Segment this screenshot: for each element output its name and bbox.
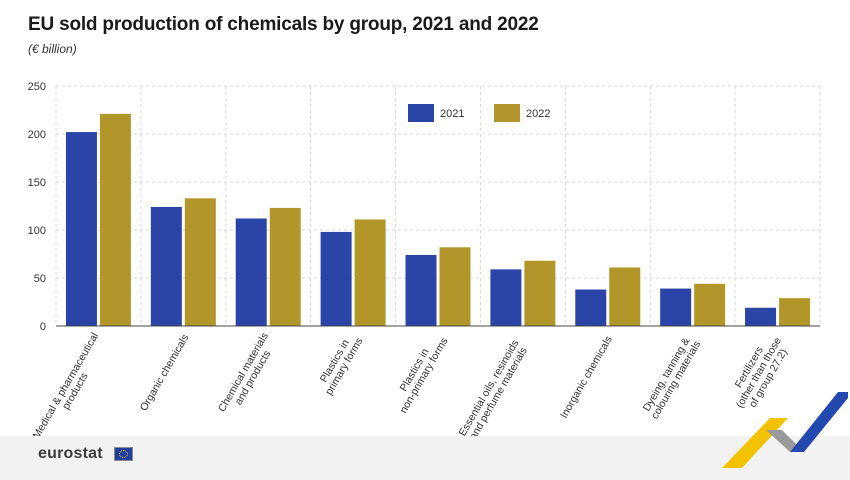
bar-2022-8 <box>779 298 811 326</box>
bar-2022-2 <box>269 207 301 326</box>
bar-2021-8 <box>745 307 777 326</box>
eu-flag-icon <box>114 447 133 461</box>
y-tick-label: 0 <box>40 321 46 333</box>
legend-label-2022: 2022 <box>526 108 550 120</box>
bar-2022-7 <box>694 283 726 326</box>
bar-2021-2 <box>235 218 267 326</box>
legend-swatch-2021 <box>408 104 434 122</box>
y-tick-label: 250 <box>28 81 46 93</box>
bar-2021-6 <box>575 289 607 326</box>
footer-band <box>0 436 850 480</box>
y-tick-label: 100 <box>28 225 46 237</box>
bar-2022-0 <box>99 113 131 326</box>
bar-2021-4 <box>405 254 437 326</box>
bar-2022-3 <box>354 219 386 326</box>
bar-2021-5 <box>490 269 522 326</box>
chart-title: EU sold production of chemicals by group… <box>28 14 539 35</box>
y-tick-label: 200 <box>28 129 46 141</box>
bar-2022-6 <box>609 267 641 326</box>
chart-subtitle: (€ billion) <box>28 42 77 56</box>
bar-2021-1 <box>150 206 182 326</box>
bar-2022-1 <box>184 198 216 326</box>
legend-swatch-2022 <box>494 104 520 122</box>
bar-2022-5 <box>524 260 556 326</box>
bar-2022-4 <box>439 247 471 326</box>
legend-label-2021: 2021 <box>440 108 464 120</box>
bar-2021-3 <box>320 231 352 326</box>
bar-2021-0 <box>65 132 97 326</box>
y-tick-label: 150 <box>28 177 46 189</box>
y-tick-label: 50 <box>34 273 46 285</box>
eurostat-logo[interactable]: eurostat <box>38 445 103 462</box>
bar-2021-7 <box>660 288 692 326</box>
